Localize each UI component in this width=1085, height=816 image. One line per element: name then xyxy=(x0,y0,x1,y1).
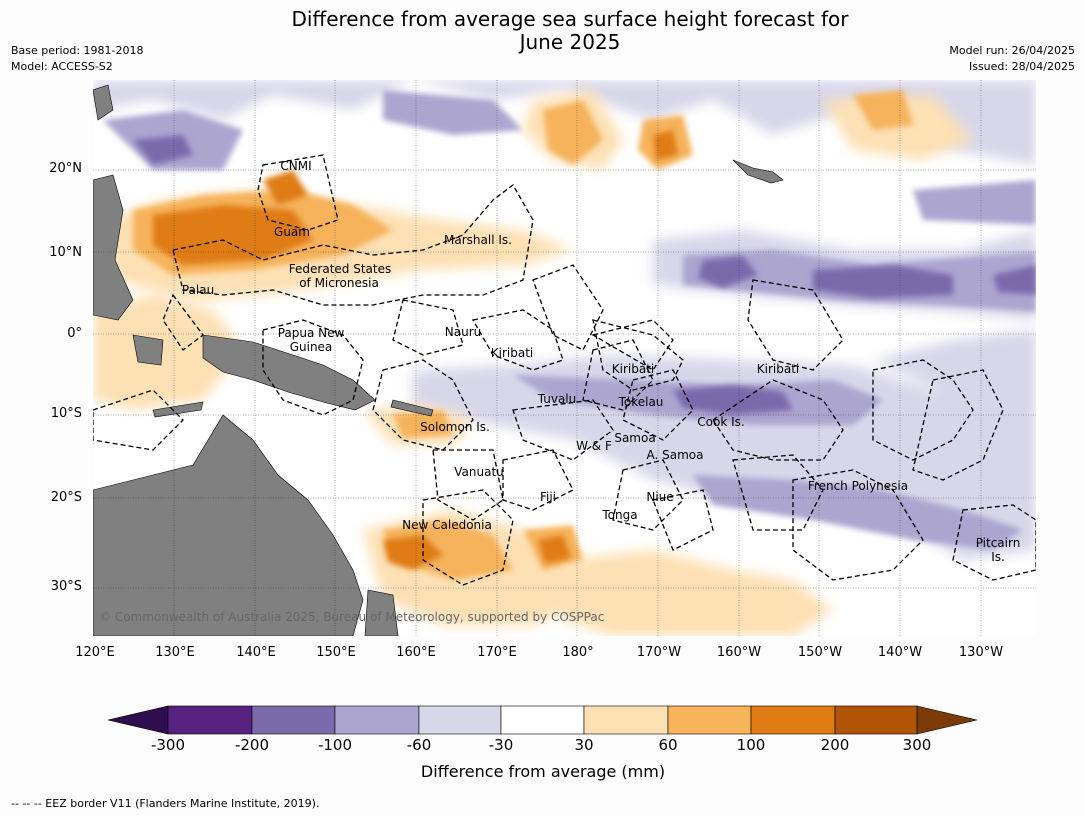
colorbar-segment xyxy=(334,705,420,735)
new-zealand-north xyxy=(364,589,399,636)
place-label-guam: Guam xyxy=(274,225,310,239)
place-label-french-polynesia: French Polynesia xyxy=(807,479,909,493)
meta-left: Base period: 1981-2018 Model: ACCESS-S2 xyxy=(11,43,143,75)
place-label-samoa: Samoa xyxy=(614,431,656,445)
sulawesi xyxy=(132,334,164,366)
borneo-philippines xyxy=(93,174,134,321)
issued-date: Issued: 28/04/2025 xyxy=(968,60,1075,73)
copyright: © Commonwealth of Australia 2025, Bureau… xyxy=(99,610,605,624)
place-label-fsm-line1: Federated States xyxy=(288,262,392,276)
model-run: Model run: 26/04/2025 xyxy=(949,44,1075,57)
colorbar-segment xyxy=(418,705,502,735)
eez-borders xyxy=(93,154,1036,586)
positive-anomaly-strong xyxy=(153,130,678,570)
eez-legend: -- -- -- EEZ border V11 (Flanders Marine… xyxy=(11,797,320,810)
colorbar-tick: 100 xyxy=(736,736,766,754)
base-period: Base period: 1981-2018 xyxy=(11,44,144,57)
lon-label-160e: 160°E xyxy=(396,645,436,660)
place-label-vanuatu: Vanuatu xyxy=(454,465,504,479)
colorbar-segment xyxy=(834,705,918,735)
negative-anomaly-strong xyxy=(133,135,1036,415)
lon-label-180: 180° xyxy=(562,645,594,660)
colorbar-tick: -30 xyxy=(488,736,514,754)
place-label-png-line1: Papua New xyxy=(277,326,345,340)
lon-label-120e: 120°E xyxy=(75,645,115,660)
colorbar-tick: 30 xyxy=(574,736,594,754)
colorbar-tick: -100 xyxy=(317,736,353,754)
meta-right: Model run: 26/04/2025 Issued: 28/04/2025 xyxy=(949,43,1075,75)
colorbar-segment xyxy=(667,705,752,735)
colorbar-segment xyxy=(167,705,253,735)
lon-label-130e: 130°E xyxy=(155,645,195,660)
place-label-solomon-islands: Solomon Is. xyxy=(420,420,490,434)
hawaii xyxy=(732,159,784,184)
place-label-cook-islands: Cook Is. xyxy=(697,415,745,429)
title-line-1: Difference from average sea surface heig… xyxy=(291,7,849,31)
place-label-kiribati-central: Kiribati xyxy=(611,362,655,376)
lon-label-140w: 140°W xyxy=(877,645,923,660)
colorbar-tick: -60 xyxy=(406,736,432,754)
lat-label-0: 0° xyxy=(67,326,82,341)
colorbar-tick: 60 xyxy=(658,736,678,754)
new-guinea xyxy=(202,334,376,411)
place-label-pitcairn-line1: Pitcairn xyxy=(975,536,1021,550)
colorbar-segment xyxy=(583,705,669,735)
land xyxy=(93,84,784,636)
colorbar xyxy=(107,705,978,735)
place-label-palau: Palau xyxy=(181,283,215,297)
map-panel: © Commonwealth of Australia 2025, Bureau… xyxy=(93,80,1036,636)
place-label-marshall-islands: Marshall Is. xyxy=(444,233,512,247)
lon-label-150w: 150°W xyxy=(797,645,843,660)
lon-label-170w: 170°W xyxy=(636,645,682,660)
place-label-png-line2: Guinea xyxy=(289,340,333,354)
colorbar-extend-low xyxy=(107,705,169,735)
colorbar-title: Difference from average (mm) xyxy=(420,762,666,781)
place-label-new-caledonia: New Caledonia xyxy=(402,518,492,532)
colorbar-segment xyxy=(251,705,336,735)
colorbar-extend-high xyxy=(916,705,978,735)
colorbar-tick: -200 xyxy=(234,736,270,754)
lon-label-150e: 150°E xyxy=(316,645,356,660)
place-label-kiribati-east: Kiribati xyxy=(756,362,800,376)
colorbar-tick: 300 xyxy=(902,736,932,754)
colorbar-segment xyxy=(750,705,836,735)
lon-label-170e: 170°E xyxy=(477,645,517,660)
colorbar-tick: 200 xyxy=(820,736,850,754)
place-label-fiji: Fiji xyxy=(539,490,557,504)
place-label-cnmi: CNMI xyxy=(280,159,312,173)
colorbar-segment xyxy=(500,705,585,735)
place-label-kiribati-west: Kiribati xyxy=(490,346,534,360)
place-label-fsm-line2: of Micronesia xyxy=(299,276,379,290)
place-label-american-samoa: A. Samoa xyxy=(646,448,704,462)
place-label-tuvalu: Tuvalu xyxy=(537,392,577,406)
solomon-islands xyxy=(390,399,434,417)
luzon xyxy=(93,84,114,121)
place-label-nauru: Nauru xyxy=(444,325,482,339)
place-label-tokelau: Tokelau xyxy=(618,395,664,409)
timor xyxy=(152,401,204,418)
title-line-2: June 2025 xyxy=(519,30,621,54)
place-label-wallis-futuna: W & F xyxy=(576,439,612,453)
colorbar-tick: -300 xyxy=(150,736,186,754)
australia xyxy=(93,414,364,636)
lon-label-140e: 140°E xyxy=(236,645,276,660)
lat-label-10s: 10°S xyxy=(50,406,82,421)
place-label-pitcairn-line2: Is. xyxy=(991,550,1005,564)
lon-label-130w: 130°W xyxy=(958,645,1004,660)
model-name: Model: ACCESS-S2 xyxy=(11,60,113,73)
map-canvas xyxy=(93,80,1036,636)
place-label-tonga: Tonga xyxy=(602,508,638,522)
lat-label-10n: 10°N xyxy=(49,245,82,260)
map-title: Difference from average sea surface heig… xyxy=(0,8,1085,54)
lat-label-20n: 20°N xyxy=(49,161,82,176)
lat-label-20s: 20°S xyxy=(50,490,82,505)
lon-label-160w: 160°W xyxy=(716,645,762,660)
place-label-niue: Niue xyxy=(646,490,674,504)
lat-label-30s: 30°S xyxy=(50,579,82,594)
gridlines xyxy=(93,80,1036,636)
